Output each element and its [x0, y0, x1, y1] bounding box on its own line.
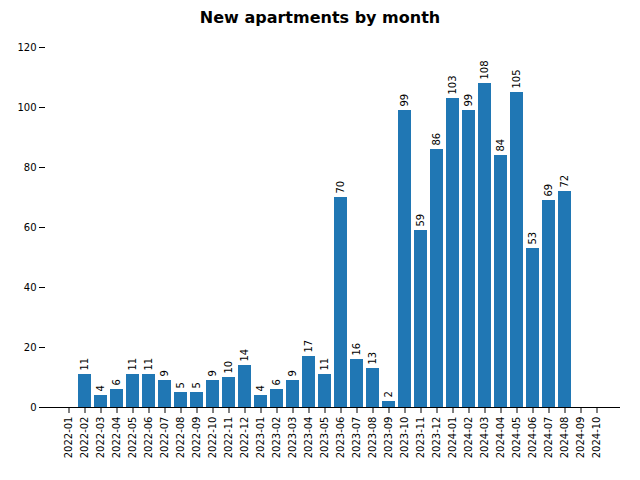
svg-text:2024-02: 2024-02	[463, 417, 474, 459]
svg-text:2023-12: 2023-12	[431, 417, 442, 459]
svg-text:14: 14	[239, 349, 250, 362]
svg-text:11: 11	[143, 358, 154, 371]
svg-text:84: 84	[495, 139, 506, 152]
svg-text:2024-07: 2024-07	[543, 417, 554, 459]
svg-text:9: 9	[207, 370, 218, 376]
svg-text:2024-10: 2024-10	[591, 417, 602, 459]
svg-text:17: 17	[303, 340, 314, 353]
svg-text:2023-11: 2023-11	[415, 417, 426, 459]
svg-text:53: 53	[527, 232, 538, 245]
svg-text:86: 86	[431, 133, 442, 146]
svg-text:2023-03: 2023-03	[287, 417, 298, 459]
svg-text:105: 105	[511, 69, 522, 88]
svg-text:2023-08: 2023-08	[367, 417, 378, 459]
svg-text:4: 4	[95, 385, 106, 391]
svg-text:2022-09: 2022-09	[191, 417, 202, 459]
svg-text:2024-06: 2024-06	[527, 417, 538, 459]
svg-text:10: 10	[223, 361, 234, 374]
svg-text:103: 103	[447, 75, 458, 94]
svg-text:99: 99	[463, 94, 474, 107]
svg-text:80: 80	[24, 162, 37, 173]
svg-text:2024-04: 2024-04	[495, 417, 506, 459]
svg-text:2: 2	[383, 391, 394, 397]
svg-text:2023-02: 2023-02	[271, 417, 282, 459]
svg-text:2024-05: 2024-05	[511, 417, 522, 459]
svg-text:120: 120	[17, 42, 36, 53]
svg-text:2024-09: 2024-09	[575, 417, 586, 459]
svg-text:11: 11	[127, 358, 138, 371]
svg-text:16: 16	[351, 343, 362, 356]
svg-text:2022-07: 2022-07	[159, 417, 170, 459]
svg-text:2022-04: 2022-04	[111, 417, 122, 459]
svg-text:2024-08: 2024-08	[559, 417, 570, 459]
svg-text:2022-12: 2022-12	[239, 417, 250, 459]
svg-text:2024-01: 2024-01	[447, 417, 458, 459]
svg-text:11: 11	[319, 358, 330, 371]
svg-text:2022-11: 2022-11	[223, 417, 234, 459]
svg-text:69: 69	[543, 184, 554, 197]
svg-text:9: 9	[287, 370, 298, 376]
svg-text:70: 70	[335, 181, 346, 194]
svg-text:6: 6	[111, 379, 122, 385]
svg-text:5: 5	[191, 382, 202, 388]
svg-text:11: 11	[79, 358, 90, 371]
svg-text:2022-10: 2022-10	[207, 417, 218, 459]
svg-text:2024-03: 2024-03	[479, 417, 490, 459]
svg-text:2023-10: 2023-10	[399, 417, 410, 459]
svg-text:6: 6	[271, 379, 282, 385]
svg-text:2022-08: 2022-08	[175, 417, 186, 459]
svg-text:2022-01: 2022-01	[63, 417, 74, 459]
svg-text:100: 100	[17, 102, 36, 113]
svg-text:72: 72	[559, 175, 570, 188]
svg-text:108: 108	[479, 60, 490, 79]
svg-text:2022-02: 2022-02	[79, 417, 90, 459]
svg-text:2023-06: 2023-06	[335, 417, 346, 459]
svg-text:0: 0	[30, 402, 36, 413]
svg-text:99: 99	[399, 94, 410, 107]
html-text:New apartments by month: New apartments by month	[199, 8, 441, 27]
svg-text:9: 9	[159, 370, 170, 376]
svg-text:4: 4	[255, 385, 266, 391]
svg-text:2022-05: 2022-05	[127, 417, 138, 459]
svg-text:40: 40	[24, 282, 37, 293]
svg-text:60: 60	[24, 222, 37, 233]
svg-text:2023-09: 2023-09	[383, 417, 394, 459]
svg-text:2023-07: 2023-07	[351, 417, 362, 459]
svg-text:5: 5	[175, 382, 186, 388]
svg-text:20: 20	[24, 342, 37, 353]
svg-text:2023-05: 2023-05	[319, 417, 330, 459]
svg-text:2022-03: 2022-03	[95, 417, 106, 459]
svg-text:2023-01: 2023-01	[255, 417, 266, 459]
svg-text:59: 59	[415, 214, 426, 227]
svg-text:13: 13	[367, 352, 378, 365]
svg-text:2022-06: 2022-06	[143, 417, 154, 459]
svg-text:2023-04: 2023-04	[303, 417, 314, 459]
